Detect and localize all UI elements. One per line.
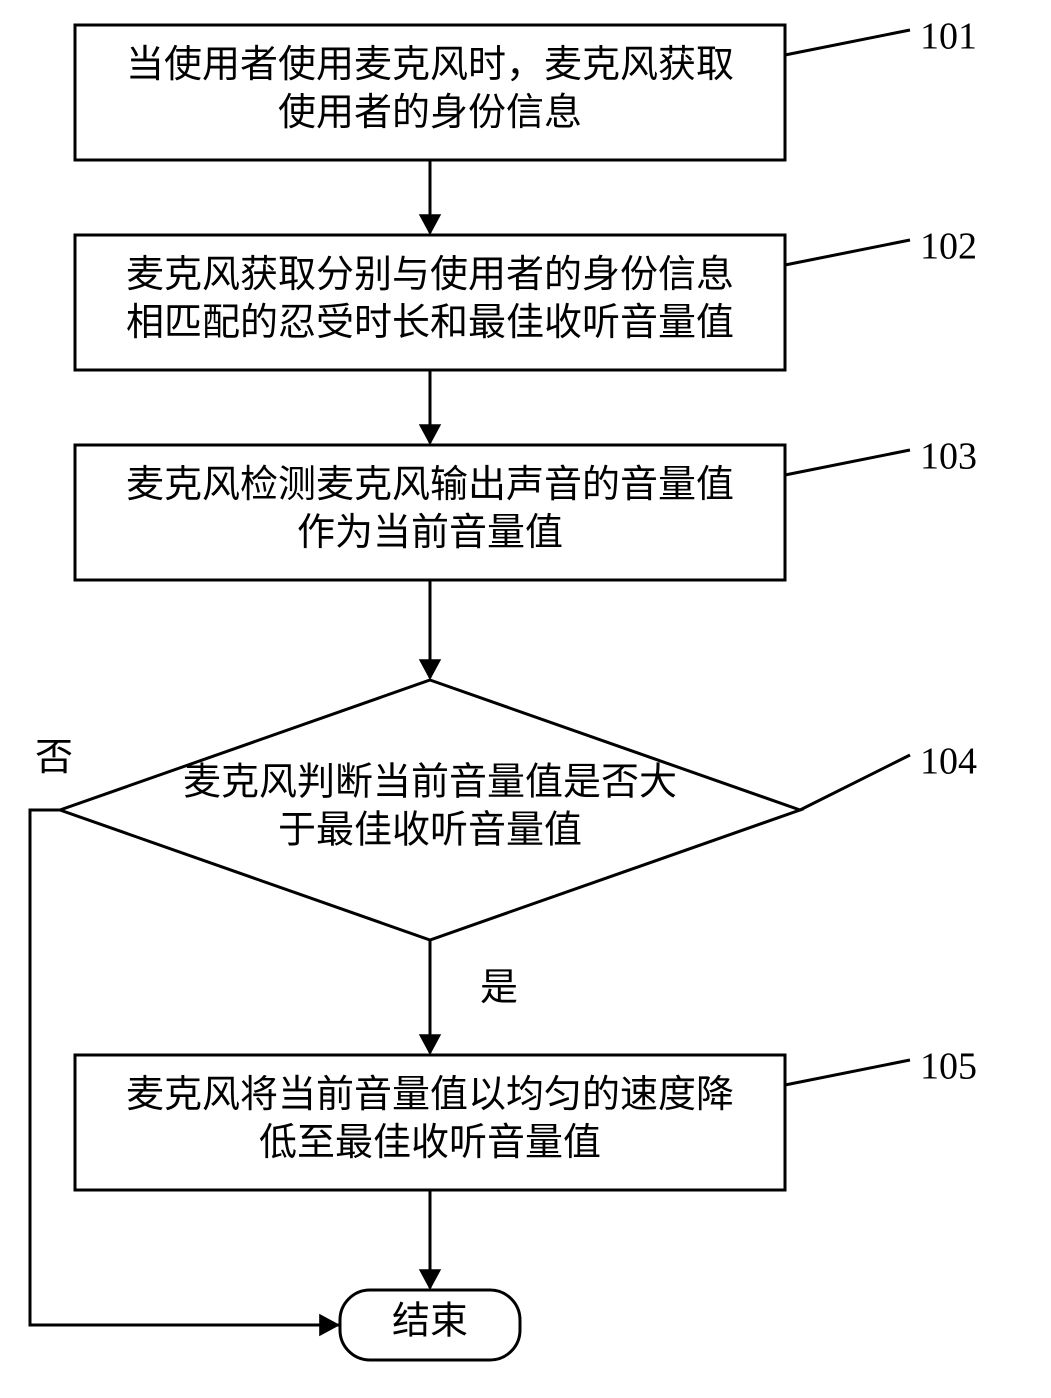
ref-layer: 101 102 103 104 105 xyxy=(785,16,977,1088)
node-text: 麦克风检测麦克风输出声音的音量值 xyxy=(126,464,734,506)
node-text: 结束 xyxy=(392,1301,468,1343)
node-text: 于最佳收听音量值 xyxy=(278,810,582,852)
node-text: 低至最佳收听音量值 xyxy=(259,1122,601,1164)
node-text: 麦克风获取分别与使用者的身份信息 xyxy=(126,254,734,296)
ref-leader xyxy=(785,1060,910,1085)
ref-leader xyxy=(785,240,910,265)
ref-leader xyxy=(785,450,910,475)
node-text: 使用者的身份信息 xyxy=(278,92,582,134)
ref-number: 104 xyxy=(920,741,977,783)
ref-number: 102 xyxy=(920,226,977,268)
node-text: 相匹配的忍受时长和最佳收听音量值 xyxy=(126,302,734,344)
ref-number: 103 xyxy=(920,436,977,478)
branch-label: 否 xyxy=(35,737,73,779)
ref-leader xyxy=(800,755,910,810)
branch-label: 是 xyxy=(480,967,518,1009)
node-text: 麦克风判断当前音量值是否大 xyxy=(183,762,677,804)
ref-number: 101 xyxy=(920,16,977,58)
ref-leader xyxy=(785,30,910,55)
ref-number: 105 xyxy=(920,1046,977,1088)
node-text: 麦克风将当前音量值以均匀的速度降 xyxy=(126,1074,734,1116)
node-text: 当使用者使用麦克风时，麦克风获取 xyxy=(126,44,734,86)
node-text: 作为当前音量值 xyxy=(297,512,563,554)
